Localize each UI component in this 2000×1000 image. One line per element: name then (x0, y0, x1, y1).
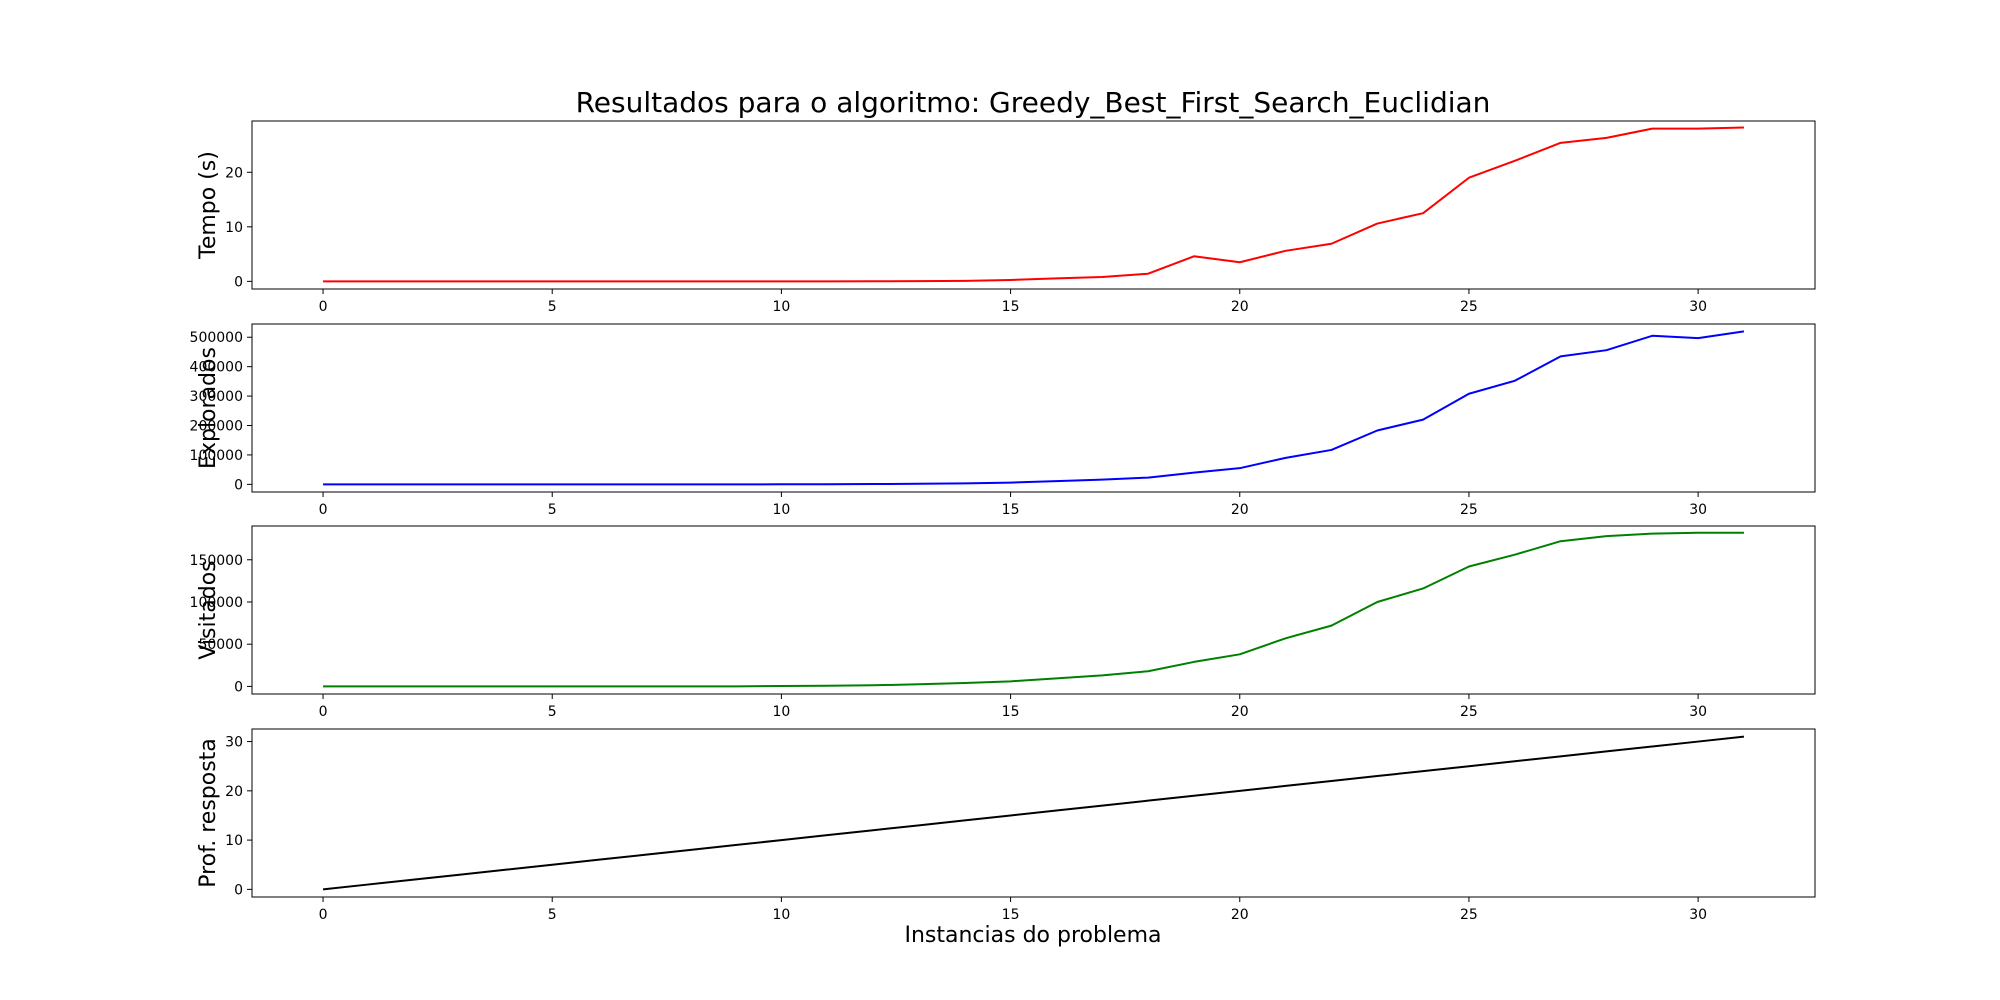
series-line (323, 531, 1744, 688)
y-tick-label: 400000 (190, 360, 243, 376)
x-tick-label: 25 (1460, 704, 1478, 720)
x-tick-label: 15 (1002, 299, 1020, 315)
x-tick-label: 30 (1689, 502, 1707, 518)
x-tick-label: 30 (1689, 704, 1707, 720)
x-tick-label: 15 (1002, 502, 1020, 518)
y-axis-label: Tempo (s) (196, 151, 221, 260)
x-tick-label: 5 (548, 299, 557, 315)
y-tick-label: 500000 (190, 330, 243, 346)
chart-title: Resultados para o algoritmo: Greedy_Best… (576, 86, 1491, 119)
y-axis-label: Visitados (196, 560, 221, 659)
y-tick-label: 10 (225, 220, 243, 236)
series-line (323, 126, 1744, 283)
x-tick-label: 5 (548, 907, 557, 923)
series-line (322, 735, 1745, 891)
y-tick-label: 30 (225, 735, 243, 751)
x-tick-label: 0 (319, 502, 328, 518)
y-tick-label: 100000 (190, 595, 243, 611)
axes-frame (251, 728, 1816, 898)
x-tick-label: 5 (548, 502, 557, 518)
y-tick-label: 0 (234, 882, 243, 898)
x-tick-label: 0 (319, 299, 328, 315)
y-tick-label: 20 (225, 784, 243, 800)
axes-frame (251, 525, 1816, 695)
x-tick-label: 15 (1002, 704, 1020, 720)
x-tick-label: 20 (1231, 299, 1249, 315)
axes-frame (251, 323, 1816, 493)
y-axis-label: Prof. resposta (196, 738, 221, 888)
x-tick-label: 10 (772, 704, 790, 720)
y-tick-label: 300000 (190, 389, 243, 405)
y-tick-label: 10 (225, 833, 243, 849)
y-tick-label: 200000 (190, 419, 243, 435)
series-line (323, 330, 1745, 486)
x-tick-label: 0 (319, 704, 328, 720)
x-tick-label: 20 (1231, 502, 1249, 518)
x-tick-label: 0 (319, 907, 328, 923)
x-tick-label: 20 (1231, 907, 1249, 923)
x-tick-label: 10 (772, 502, 790, 518)
y-tick-label: 0 (234, 477, 243, 493)
y-tick-label: 50000 (198, 637, 243, 653)
x-tick-label: 10 (772, 299, 790, 315)
y-tick-label: 0 (234, 274, 243, 290)
x-tick-label: 25 (1460, 299, 1478, 315)
y-tick-label: 0 (234, 679, 243, 695)
x-tick-label: 25 (1460, 502, 1478, 518)
x-tick-label: 30 (1689, 907, 1707, 923)
x-tick-label: 20 (1231, 704, 1249, 720)
x-tick-label: 15 (1002, 907, 1020, 923)
x-tick-label: 10 (772, 907, 790, 923)
y-axis-label: Explorados (196, 347, 221, 469)
x-tick-label: 25 (1460, 907, 1478, 923)
y-tick-label: 20 (225, 165, 243, 181)
x-axis-label: Instancias do problema (904, 923, 1161, 948)
x-tick-label: 5 (548, 704, 557, 720)
subplot-2: 0 5 10 15 20 25 30 0 100000 200000 300000 400000 500… (190, 323, 1816, 518)
axes-frame (251, 120, 1816, 290)
y-tick-label: 150000 (190, 553, 243, 569)
x-tick-label: 30 (1689, 299, 1707, 315)
y-tick-label: 100000 (190, 448, 243, 464)
